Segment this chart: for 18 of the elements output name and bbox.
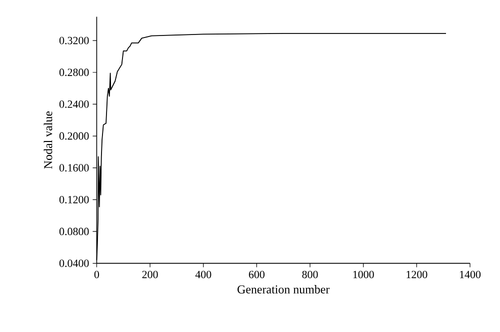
x-tick-label: 200 (142, 270, 158, 278)
y-tick-label: 0.1200 (59, 196, 89, 204)
y-tick-label: 0.0800 (59, 228, 89, 236)
x-tick-label: 1200 (406, 270, 428, 278)
y-tick-label: 0.1600 (59, 164, 89, 172)
x-tick-label: 1400 (460, 270, 481, 278)
x-tick-label: 800 (302, 270, 318, 278)
y-axis-title: Nodal value (44, 111, 52, 169)
x-tick-label: 400 (195, 270, 212, 278)
y-tick-label: 0.2800 (59, 68, 89, 76)
x-axis-title: Generation number (238, 285, 330, 294)
y-tick-label: 0.2000 (59, 132, 89, 140)
y-tick-label: 0.0400 (59, 260, 89, 268)
x-tick-label: 1000 (353, 270, 374, 278)
y-tick-label: 0.2400 (59, 100, 89, 108)
x-tick-label: 0 (94, 270, 100, 278)
x-tick-label: 600 (248, 270, 264, 278)
y-tick-label: 0.3200 (59, 36, 89, 44)
